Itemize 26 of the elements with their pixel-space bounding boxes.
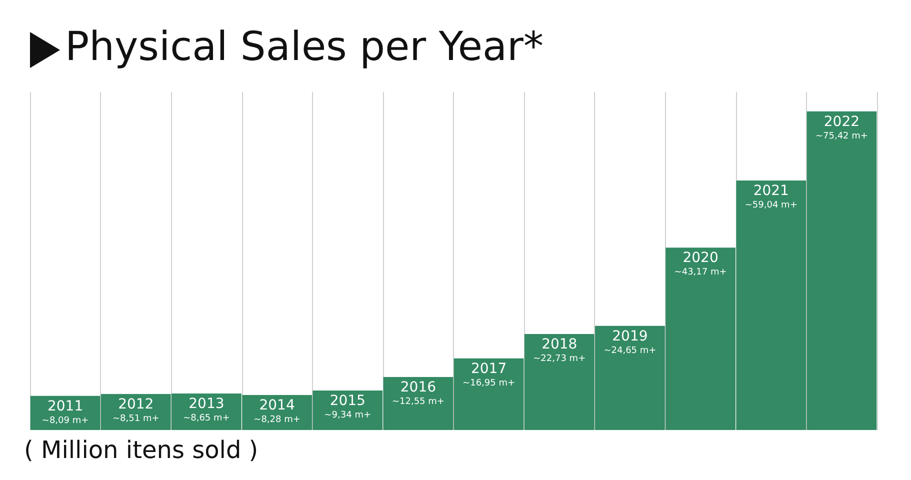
x-tick-label: 2020 — [682, 250, 718, 266]
data-label: ~75,42 m+ — [815, 131, 868, 142]
data-label: ~8,28 m+ — [254, 415, 300, 426]
x-tick-label: 2011 — [47, 398, 84, 414]
chart-title: Physical Sales per Year* — [65, 24, 544, 70]
x-tick-label: 2017 — [470, 360, 507, 377]
data-label: ~22,73 m+ — [533, 354, 586, 364]
x-tick-label: 2014 — [259, 398, 295, 414]
data-label: ~9,34 m+ — [324, 410, 371, 421]
x-tick-label: 2016 — [400, 379, 436, 396]
data-label: ~43,17 m+ — [674, 268, 727, 278]
x-tick-label: 2022 — [824, 114, 860, 130]
data-label: ~12,55 m+ — [392, 396, 444, 407]
x-tick-label: 2012 — [118, 396, 154, 413]
x-tick-label: 2013 — [188, 396, 224, 412]
x-tick-label: 2019 — [612, 328, 648, 344]
data-label: ~8,51 m+ — [112, 414, 160, 424]
data-label: ~8,65 m+ — [183, 413, 230, 424]
data-label: ~16,95 m+ — [462, 378, 516, 388]
data-label: ~24,65 m+ — [604, 346, 656, 356]
x-tick-label: 2015 — [330, 393, 366, 410]
x-tick-label: 2018 — [542, 336, 578, 352]
text: ( Million itens sold ) — [24, 436, 258, 464]
x-tick-label: 2021 — [753, 183, 789, 200]
data-label: ~8,09 m+ — [42, 416, 89, 426]
data-label: ~59,04 m+ — [744, 200, 798, 211]
